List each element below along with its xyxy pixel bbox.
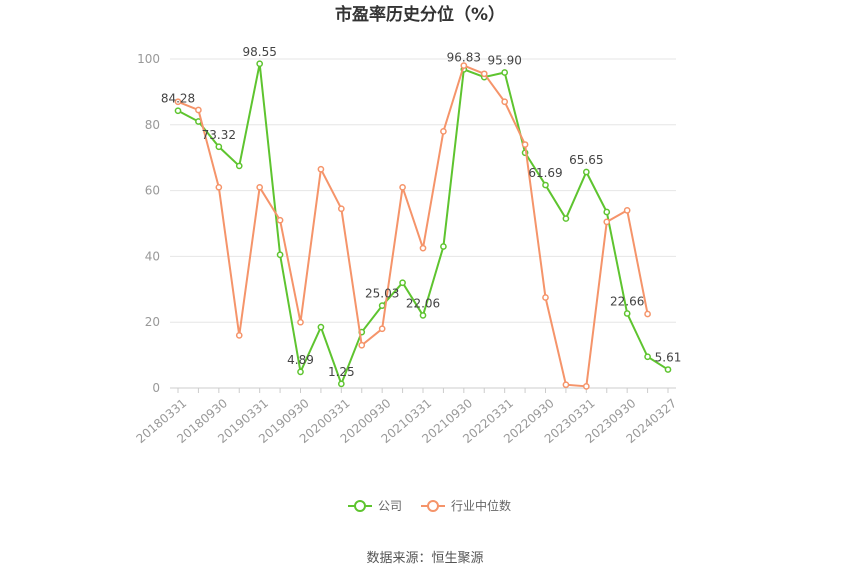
data-point [582,168,590,176]
data-point [480,70,488,78]
data-point [337,380,345,388]
data-label: 1.25 [328,365,355,379]
y-tick-label: 40 [145,249,160,263]
data-label: 96.83 [447,50,481,64]
data-point [276,251,284,259]
data-point [501,69,509,76]
data-point [174,98,182,106]
data-label: 61.69 [528,166,562,180]
data-point [603,208,611,216]
legend-label: 行业中位数 [451,498,511,513]
data-point [562,381,570,389]
series-layer [174,60,672,390]
y-tick-label: 100 [137,52,160,66]
data-point [603,218,611,226]
data-point [542,181,549,189]
data-point [297,318,304,326]
legend-label: 公司 [378,499,402,513]
data-point [174,107,182,115]
data-point [195,106,202,114]
data-label: 4.89 [287,353,314,367]
data-point [256,60,264,68]
data-point [358,341,366,349]
data-point [623,206,631,214]
data-point [276,216,284,224]
y-tick-label: 60 [145,184,160,198]
data-point [440,128,447,135]
data-point [235,332,243,339]
data-point [337,205,345,213]
x-axis: 2018033120180930201903312019093020200331… [134,388,679,446]
data-point [399,183,406,191]
data-point [378,302,386,310]
data-point [399,279,406,287]
data-point [378,325,386,333]
data-point [562,215,570,222]
data-label: 22.06 [406,296,440,310]
data-label: 98.55 [242,45,276,59]
legend-marker [427,500,439,512]
data-point [440,243,447,250]
data-label: 22.66 [610,294,644,308]
source-note: 数据来源：恒生聚源 [366,551,483,566]
data-point [419,312,427,319]
data-point [501,98,509,106]
data-label: 65.65 [569,153,603,167]
data-point [235,162,243,170]
y-tick-label: 0 [152,381,160,395]
y-tick-label: 20 [145,315,160,329]
data-label: 84.28 [161,92,195,106]
data-label: 95.90 [487,53,521,67]
data-point [297,368,304,376]
data-label: 73.32 [202,128,236,142]
data-point [256,183,264,191]
legend[interactable]: 公司 行业中位数 [348,498,511,513]
data-point [582,383,590,390]
series-line [177,63,669,387]
grid [170,58,676,389]
data-label: 25.03 [365,287,399,301]
data-point [460,62,468,69]
data-point [542,294,549,301]
data-point [644,310,651,318]
data-point [419,244,427,252]
data-point [623,310,631,317]
data-point [317,323,325,331]
data-point [317,165,325,173]
data-point [664,366,672,373]
y-axis: 0 20 40 60 80 100 [137,52,160,395]
chart-title: 市盈率历史分位（%） [335,4,505,25]
data-point [215,143,223,151]
data-label: 5.61 [655,351,682,365]
y-tick-label: 80 [145,118,160,132]
data-point [521,141,529,148]
data-labels: 84.28 73.32 98.55 4.89 1.25 25.03 22.06 96.83 95… [161,45,682,379]
data-point [644,353,651,361]
legend-marker [354,500,366,512]
data-point [215,183,223,191]
series-line [177,64,649,388]
